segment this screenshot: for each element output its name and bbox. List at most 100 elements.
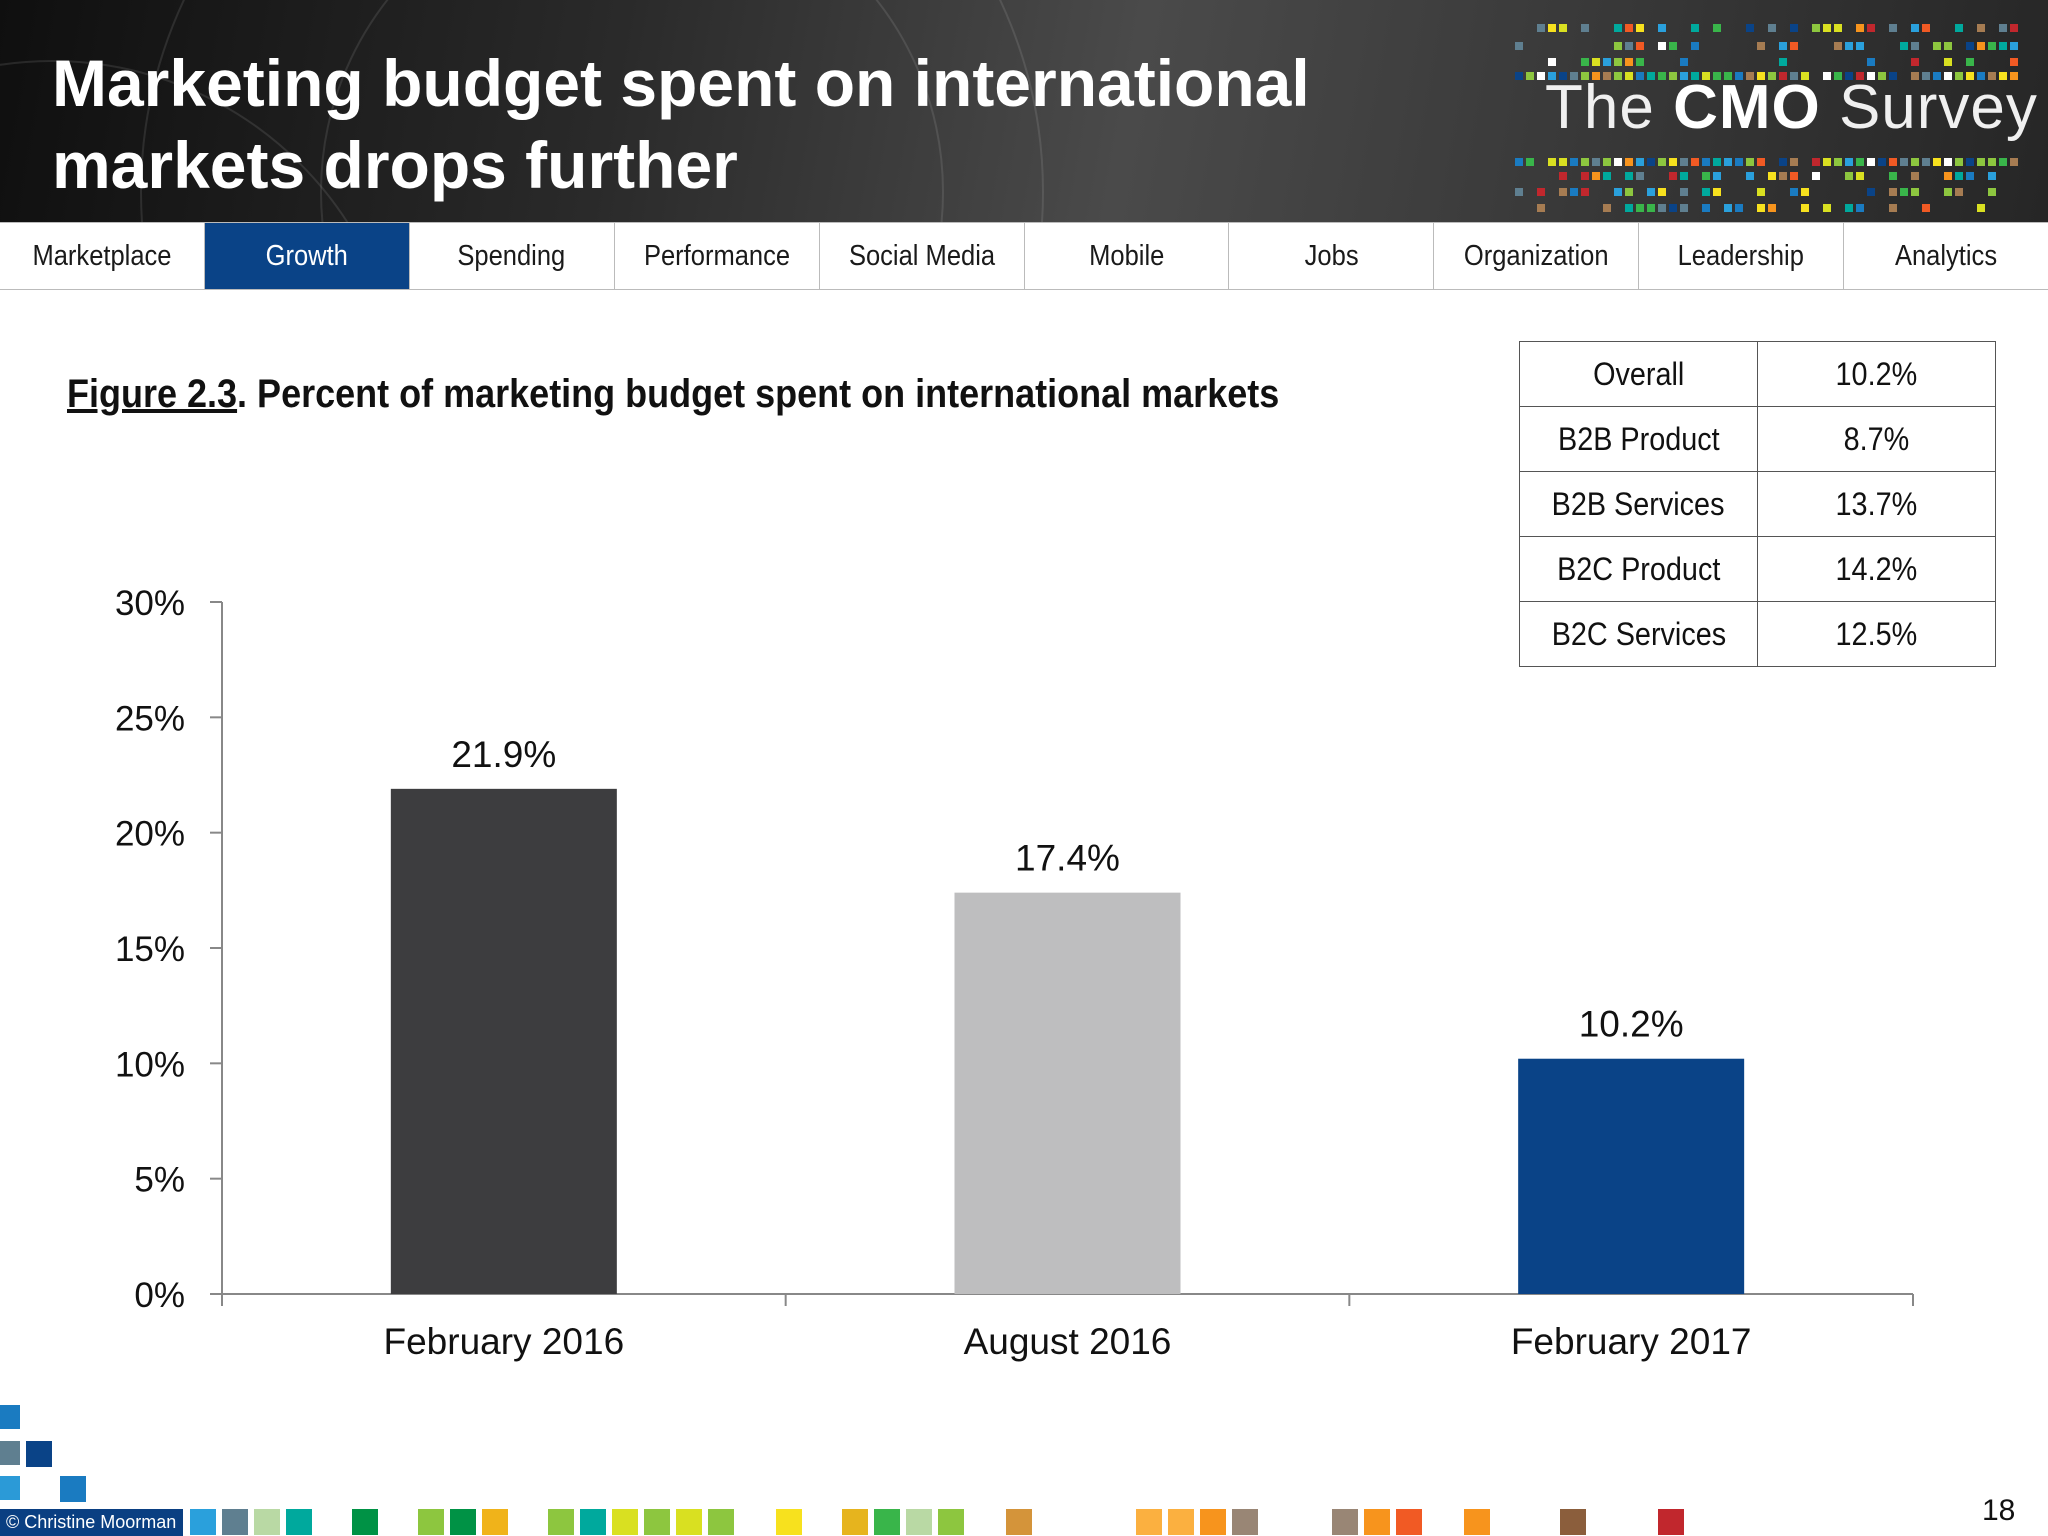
footer-square [1136, 1509, 1162, 1535]
tab-label: Spending [457, 239, 566, 272]
logo-pixel [1944, 188, 1952, 196]
tab-growth[interactable]: Growth [204, 223, 410, 289]
footer-square [708, 1509, 734, 1535]
logo-pixel [1515, 158, 1523, 166]
tab-analytics[interactable]: Analytics [1844, 223, 2048, 289]
footer-square [1364, 1509, 1390, 1535]
logo-pixel [1977, 204, 1985, 212]
logo-pixel [1757, 188, 1765, 196]
tab-performance[interactable]: Performance [615, 223, 820, 289]
logo-pixel [1669, 158, 1677, 166]
logo-pixel [1911, 24, 1919, 32]
footer-square [874, 1509, 900, 1535]
logo-pixel [1933, 42, 1941, 50]
logo-pixel [1922, 72, 1930, 80]
tab-mobile[interactable]: Mobile [1025, 223, 1230, 289]
logo-pixel [1592, 58, 1600, 66]
logo-pixel [1647, 188, 1655, 196]
logo-pixel [1856, 42, 1864, 50]
segment-value-cell: 8.7% [1757, 406, 1996, 472]
logo-pixel [1966, 158, 1974, 166]
logo-pixel [1988, 72, 1996, 80]
logo-pixel [1647, 204, 1655, 212]
logo-pixel [2010, 24, 2018, 32]
logo-text-pre: The [1545, 73, 1674, 142]
tab-leadership[interactable]: Leadership [1639, 223, 1845, 289]
logo-pixel [1856, 172, 1864, 180]
y-tick-label: 10% [115, 1045, 185, 1084]
logo-pixel [1548, 24, 1556, 32]
logo-pixel [1614, 158, 1622, 166]
logo-pixel [1636, 58, 1644, 66]
footer-square [612, 1509, 638, 1535]
logo-pixel [1966, 172, 1974, 180]
logo-pixel [1845, 172, 1853, 180]
logo-pixel [1658, 24, 1666, 32]
tab-label: Marketplace [32, 239, 172, 272]
logo-pixel [1856, 72, 1864, 80]
logo-pixel [1625, 42, 1633, 50]
logo-pixel [1757, 204, 1765, 212]
logo-pixel [1845, 72, 1853, 80]
logo-pixel [1636, 24, 1644, 32]
tab-label: Jobs [1304, 239, 1359, 272]
footer-square [254, 1509, 280, 1535]
logo-pixel [1680, 188, 1688, 196]
logo-pixel [1603, 172, 1611, 180]
logo-pixel [1867, 72, 1875, 80]
logo-pixel [1801, 204, 1809, 212]
tab-jobs[interactable]: Jobs [1229, 223, 1435, 289]
logo-pixel [1966, 42, 1974, 50]
logo-pixel [1625, 58, 1633, 66]
logo-pixel [1790, 188, 1798, 196]
segment-value-cell: 10.2% [1757, 341, 1996, 407]
footer-square [776, 1509, 802, 1535]
logo-pixel [1702, 188, 1710, 196]
segment-table: Overall 10.2% B2B Product 8.7% B2B Services 1… [1519, 341, 1996, 667]
logo-pixel [1625, 172, 1633, 180]
logo-pixel [1768, 172, 1776, 180]
footer-square [352, 1509, 378, 1535]
tab-organization[interactable]: Organization [1434, 223, 1640, 289]
logo-pixel [1944, 58, 1952, 66]
logo-pixel [1735, 72, 1743, 80]
segment-name-cell: Overall [1519, 341, 1758, 407]
segment-name: B2B Services [1552, 485, 1725, 522]
tab-label: Leadership [1678, 239, 1805, 272]
logo-pixel [1801, 72, 1809, 80]
logo-pixel [1724, 72, 1732, 80]
logo-pixel [1559, 172, 1567, 180]
logo-pixel [1669, 72, 1677, 80]
logo-pixel [1581, 158, 1589, 166]
footer-square [906, 1509, 932, 1535]
logo-pixel [1658, 72, 1666, 80]
footer-square [1200, 1509, 1226, 1535]
logo-pixel [1581, 188, 1589, 196]
footer-square [1658, 1509, 1684, 1535]
logo-pixel [1812, 158, 1820, 166]
logo-pixel [1669, 42, 1677, 50]
logo-pixel [1581, 24, 1589, 32]
footer-square [482, 1509, 508, 1535]
logo-pixel [1735, 158, 1743, 166]
logo-pixel [1713, 72, 1721, 80]
slide-header: Marketing budget spent on international … [0, 0, 2048, 222]
logo-pixel [1977, 24, 1985, 32]
logo-pixel [1537, 204, 1545, 212]
segment-row: Overall 10.2% [1519, 341, 1996, 407]
segment-value-cell: 13.7% [1757, 471, 1996, 537]
logo-wordmark: The CMO Survey [1545, 72, 2038, 143]
tab-marketplace[interactable]: Marketplace [0, 223, 205, 289]
tab-social-media[interactable]: Social Media [820, 223, 1025, 289]
logo-pixel [1636, 72, 1644, 80]
logo-pixel [1581, 72, 1589, 80]
logo-pixel [2010, 42, 2018, 50]
logo-pixel [2010, 158, 2018, 166]
logo-pixel [1658, 158, 1666, 166]
footer-color-strip [190, 1509, 1684, 1535]
footer-square [418, 1509, 444, 1535]
logo-pixel [1548, 158, 1556, 166]
tab-spending[interactable]: Spending [410, 223, 615, 289]
logo-pixel [1603, 58, 1611, 66]
logo-pixel [1955, 72, 1963, 80]
